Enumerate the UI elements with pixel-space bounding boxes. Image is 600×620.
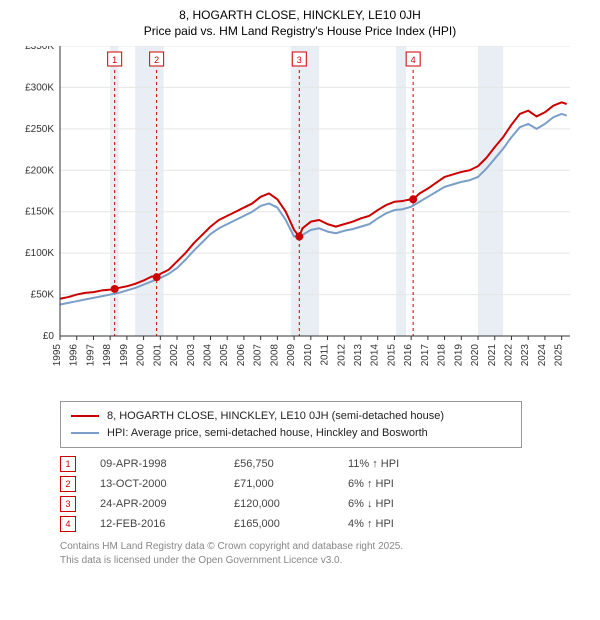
table-row: 4 12-FEB-2016 £165,000 4% ↑ HPI — [60, 516, 590, 532]
svg-text:2003: 2003 — [186, 344, 197, 367]
svg-text:2011: 2011 — [320, 344, 331, 366]
legend-item: HPI: Average price, semi-detached house,… — [71, 425, 511, 442]
svg-text:2: 2 — [154, 55, 159, 65]
svg-text:1999: 1999 — [119, 344, 130, 367]
svg-text:£350K: £350K — [25, 46, 54, 52]
chart-title-subtitle: Price paid vs. HM Land Registry's House … — [10, 24, 590, 38]
sales-table: 1 09-APR-1998 £56,750 11% ↑ HPI 2 13-OCT-2000… — [60, 456, 590, 532]
svg-text:2024: 2024 — [537, 344, 548, 367]
footer-line2: This data is licensed under the Open Gov… — [60, 554, 590, 568]
svg-text:2017: 2017 — [420, 344, 431, 367]
legend-swatch — [71, 415, 99, 417]
sale-delta: 4% ↑ HPI — [348, 518, 438, 530]
svg-text:2006: 2006 — [236, 344, 247, 367]
sale-price: £71,000 — [234, 478, 324, 490]
svg-text:1997: 1997 — [85, 344, 96, 367]
sale-delta: 6% ↓ HPI — [348, 498, 438, 510]
svg-text:2004: 2004 — [202, 344, 213, 367]
legend-label: 8, HOGARTH CLOSE, HINCKLEY, LE10 0JH (se… — [107, 408, 444, 425]
legend-item: 8, HOGARTH CLOSE, HINCKLEY, LE10 0JH (se… — [71, 408, 511, 425]
legend: 8, HOGARTH CLOSE, HINCKLEY, LE10 0JH (se… — [60, 401, 522, 448]
svg-text:2016: 2016 — [403, 344, 414, 367]
sale-date: 09-APR-1998 — [100, 458, 210, 470]
sale-marker: 2 — [60, 476, 76, 492]
svg-text:2023: 2023 — [520, 344, 531, 367]
sale-delta: 6% ↑ HPI — [348, 478, 438, 490]
svg-text:2002: 2002 — [169, 344, 180, 367]
sale-price: £165,000 — [234, 518, 324, 530]
table-row: 1 09-APR-1998 £56,750 11% ↑ HPI — [60, 456, 590, 472]
svg-text:2019: 2019 — [453, 344, 464, 367]
svg-text:2000: 2000 — [136, 344, 147, 367]
svg-text:2025: 2025 — [554, 344, 565, 367]
svg-text:2018: 2018 — [437, 344, 448, 367]
sale-date: 13-OCT-2000 — [100, 478, 210, 490]
svg-text:£300K: £300K — [25, 82, 54, 93]
svg-text:1998: 1998 — [102, 344, 113, 367]
sale-date: 12-FEB-2016 — [100, 518, 210, 530]
svg-text:£100K: £100K — [25, 248, 54, 259]
svg-text:2013: 2013 — [353, 344, 364, 367]
sale-date: 24-APR-2009 — [100, 498, 210, 510]
chart-container: 8, HOGARTH CLOSE, HINCKLEY, LE10 0JH Pri… — [0, 0, 600, 578]
sale-delta: 11% ↑ HPI — [348, 458, 438, 470]
svg-text:4: 4 — [411, 55, 416, 65]
sale-price: £120,000 — [234, 498, 324, 510]
sale-marker: 1 — [60, 456, 76, 472]
svg-text:2001: 2001 — [152, 344, 163, 367]
svg-text:2007: 2007 — [253, 344, 264, 367]
table-row: 3 24-APR-2009 £120,000 6% ↓ HPI — [60, 496, 590, 512]
table-row: 2 13-OCT-2000 £71,000 6% ↑ HPI — [60, 476, 590, 492]
svg-text:2015: 2015 — [386, 344, 397, 367]
svg-text:£250K: £250K — [25, 124, 54, 135]
svg-text:1996: 1996 — [69, 344, 80, 367]
svg-text:2014: 2014 — [370, 344, 381, 367]
svg-text:2008: 2008 — [269, 344, 280, 367]
svg-text:2012: 2012 — [336, 344, 347, 367]
chart-plot: £0 £50K £100K £150K £200K £250K £300K £350K 1995… — [10, 46, 590, 391]
svg-text:2021: 2021 — [487, 344, 498, 367]
svg-text:1: 1 — [112, 55, 117, 65]
svg-text:2005: 2005 — [219, 344, 230, 367]
svg-text:1995: 1995 — [52, 344, 63, 367]
sale-marker: 4 — [60, 516, 76, 532]
svg-text:2009: 2009 — [286, 344, 297, 367]
legend-swatch — [71, 432, 99, 434]
chart-title-address: 8, HOGARTH CLOSE, HINCKLEY, LE10 0JH — [10, 8, 590, 22]
svg-text:£50K: £50K — [31, 290, 55, 301]
footer-attribution: Contains HM Land Registry data © Crown c… — [60, 540, 590, 568]
svg-text:£0: £0 — [43, 331, 55, 342]
svg-text:£200K: £200K — [25, 165, 54, 176]
footer-line1: Contains HM Land Registry data © Crown c… — [60, 540, 590, 554]
svg-text:2020: 2020 — [470, 344, 481, 367]
sale-price: £56,750 — [234, 458, 324, 470]
sale-marker: 3 — [60, 496, 76, 512]
svg-text:3: 3 — [297, 55, 302, 65]
legend-label: HPI: Average price, semi-detached house,… — [107, 425, 428, 442]
svg-text:£150K: £150K — [25, 207, 54, 218]
svg-text:2010: 2010 — [303, 344, 314, 367]
svg-text:2022: 2022 — [503, 344, 514, 367]
